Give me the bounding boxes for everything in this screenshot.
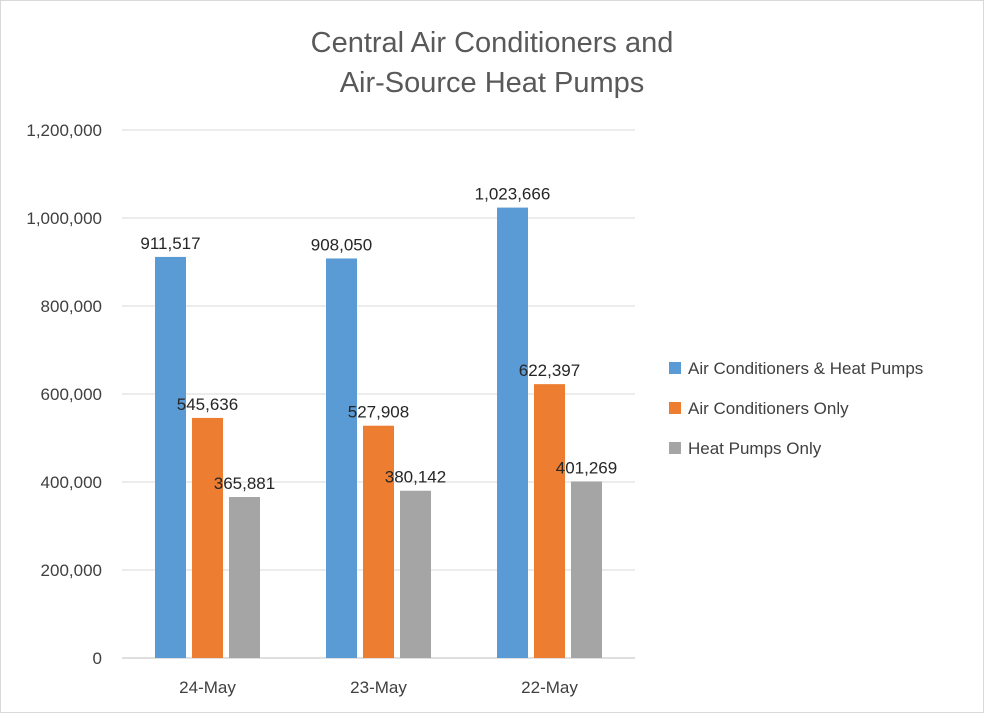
y-tick-label: 800,000 xyxy=(41,297,102,316)
y-tick-label: 1,200,000 xyxy=(26,121,102,140)
data-label: 911,517 xyxy=(140,234,200,253)
bar xyxy=(571,481,602,658)
bar xyxy=(155,256,186,658)
legend: Air Conditioners & Heat Pumps Air Conditi… xyxy=(669,359,923,458)
y-tick-label: 400,000 xyxy=(41,473,102,492)
legend-label: Air Conditioners Only xyxy=(688,399,849,418)
bar xyxy=(229,497,260,658)
legend-label: Heat Pumps Only xyxy=(688,439,822,458)
bar xyxy=(534,384,565,658)
data-label: 1,023,666 xyxy=(475,185,551,204)
data-label: 380,142 xyxy=(385,468,446,487)
y-axis-tick-labels: 0 200,000 400,000 600,000 800,000 1,000,000 1,… xyxy=(26,121,102,668)
y-tick-label: 600,000 xyxy=(41,385,102,404)
legend-label: Air Conditioners & Heat Pumps xyxy=(688,359,923,378)
data-label: 545,636 xyxy=(177,395,238,414)
x-tick-label: 24-May xyxy=(179,678,236,697)
bars xyxy=(155,207,602,658)
y-tick-label: 1,000,000 xyxy=(26,209,102,228)
x-tick-label: 23-May xyxy=(350,678,407,697)
chart-title-line-1: Central Air Conditioners and xyxy=(311,27,674,59)
data-labels: 911,517 545,636 365,881 908,050 527,908 380,1… xyxy=(140,185,617,493)
bar xyxy=(192,417,223,658)
x-tick-label: 22-May xyxy=(521,678,578,697)
bar xyxy=(497,207,528,658)
legend-swatch xyxy=(669,402,681,414)
y-tick-label: 0 xyxy=(93,649,102,668)
data-label: 401,269 xyxy=(556,458,617,477)
data-label: 622,397 xyxy=(519,361,580,380)
chart-title-line-2: Air-Source Heat Pumps xyxy=(340,67,645,99)
data-label: 527,908 xyxy=(348,403,409,422)
legend-swatch xyxy=(669,362,681,374)
bar xyxy=(326,258,357,658)
y-tick-label: 200,000 xyxy=(41,561,102,580)
chart-title: Central Air Conditioners and Air-Source … xyxy=(311,27,674,99)
data-label: 908,050 xyxy=(311,235,372,254)
data-label: 365,881 xyxy=(214,474,275,493)
x-axis-tick-labels: 24-May 23-May 22-May xyxy=(179,678,578,697)
bar xyxy=(400,490,431,658)
bar xyxy=(363,425,394,658)
legend-swatch xyxy=(669,442,681,454)
